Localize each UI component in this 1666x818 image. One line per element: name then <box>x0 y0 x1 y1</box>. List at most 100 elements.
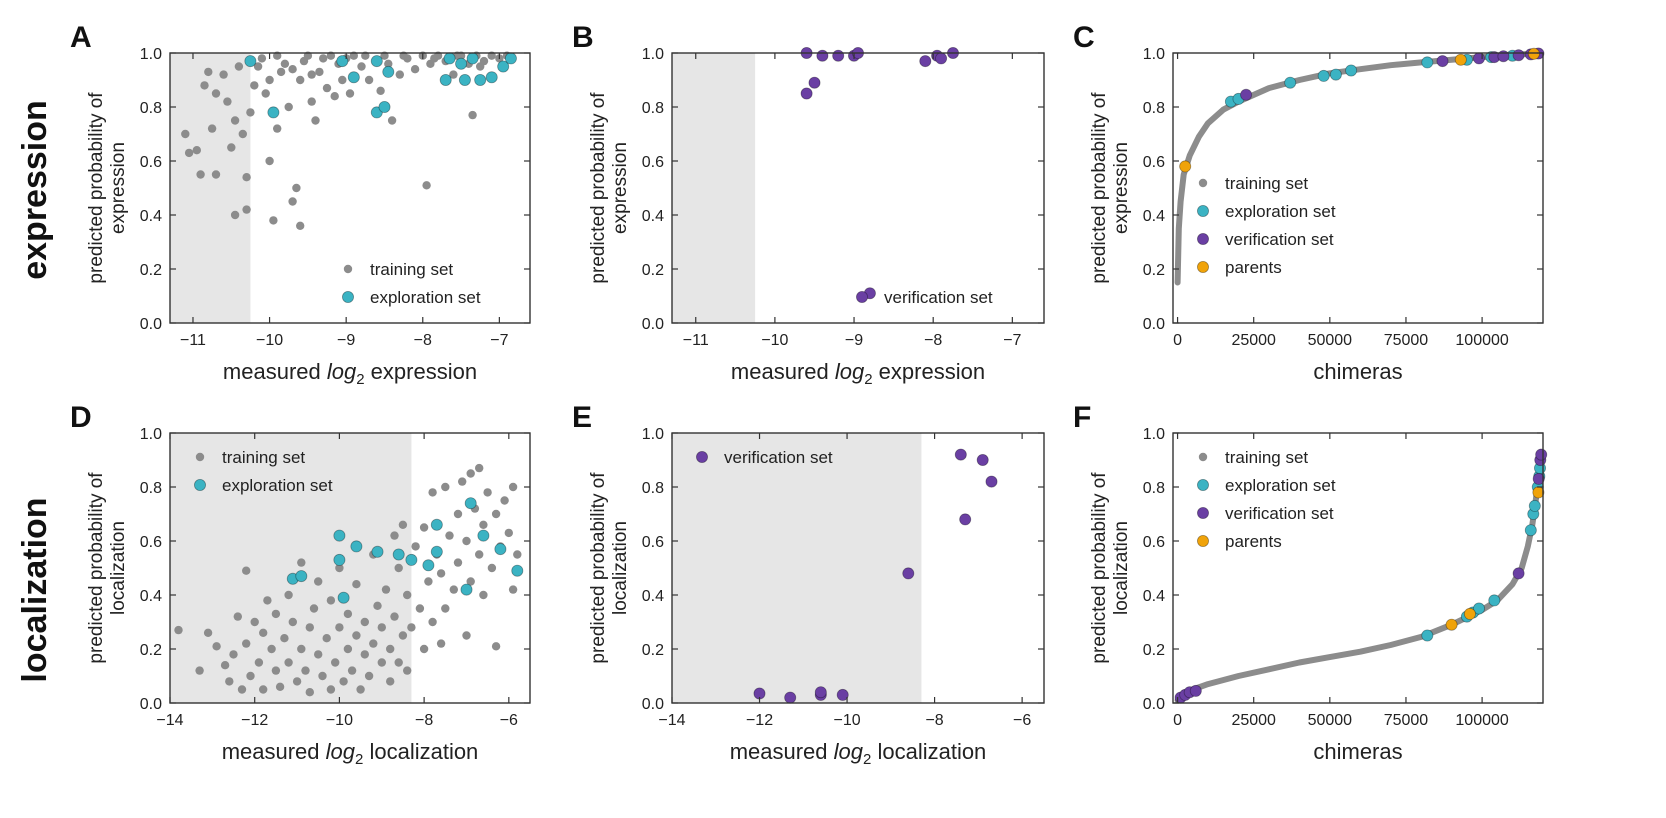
training-set-point <box>227 143 236 152</box>
exploration-set-point <box>350 540 363 553</box>
exploration-set-point <box>370 55 383 68</box>
parents-point <box>1463 607 1476 620</box>
exploration-set-point <box>1284 76 1297 89</box>
legend-label: verification set <box>884 288 993 307</box>
legend-label: exploration set <box>370 288 481 307</box>
verification-set-point <box>816 49 829 62</box>
legend-label: exploration set <box>1225 476 1336 495</box>
training-set-point <box>242 205 251 214</box>
exploration-set-point <box>497 60 510 73</box>
parents-point <box>1445 618 1458 631</box>
exploration-set-point <box>464 497 477 510</box>
y-tick-label: 0.2 <box>642 262 664 279</box>
y-tick-label: 0.8 <box>140 480 162 497</box>
legend-label: parents <box>1225 258 1282 277</box>
legend-marker <box>1197 232 1210 245</box>
x-tick-label: −8 <box>925 712 943 729</box>
y-tick-label: 0.6 <box>1143 154 1165 171</box>
parents-point <box>1527 47 1540 60</box>
x-tick-label: 25000 <box>1231 332 1276 349</box>
x-tick-label: −7 <box>1003 332 1021 349</box>
training-set-point <box>394 658 403 667</box>
legend-marker <box>856 290 869 303</box>
training-set-point <box>395 70 404 79</box>
x-tick-label: −12 <box>241 712 268 729</box>
training-set-point <box>504 528 513 538</box>
training-set-point <box>373 601 382 610</box>
legend-label: verification set <box>1225 230 1334 249</box>
exploration-set-point <box>244 55 257 68</box>
training-set-point <box>445 531 454 540</box>
training-set-point <box>386 677 395 686</box>
axes-frame <box>1172 52 1544 324</box>
x-tick-label: 100000 <box>1455 712 1508 729</box>
exploration-set-point <box>371 545 384 558</box>
x-axis-label: measured log2 expression <box>731 359 985 388</box>
training-set-point <box>343 609 353 619</box>
y-tick-label: 0.0 <box>1143 696 1165 713</box>
legend-label: exploration set <box>1225 202 1336 221</box>
training-set-point <box>265 75 274 85</box>
y-tick-label: 0.6 <box>642 534 664 551</box>
training-set-point <box>238 129 247 139</box>
panel-b: B −11 −10 −9 −8 −7 0.0 0.2 0.4 0.6 0.8 1.0 measured … <box>572 21 1045 388</box>
training-set-point <box>419 644 429 654</box>
x-axis-label: measured log2 localization <box>730 739 987 768</box>
x-axis-label-part: 2 <box>356 371 364 388</box>
verification-set-point <box>1535 448 1548 461</box>
x-tick-label: −14 <box>156 712 183 729</box>
training-set-point <box>343 644 353 654</box>
training-set-point <box>280 634 289 643</box>
panel-letter: C <box>1073 21 1095 54</box>
x-tick-label: −6 <box>1013 712 1031 729</box>
training-set-point <box>284 590 293 600</box>
x-tick-label: −8 <box>414 332 432 349</box>
training-set-point <box>261 89 270 98</box>
x-tick-label: −10 <box>256 332 283 349</box>
training-set-point <box>288 197 297 206</box>
y-tick-label: 0.6 <box>140 154 162 171</box>
training-set-point <box>267 644 276 654</box>
training-set-point <box>364 75 374 85</box>
training-set-point <box>419 523 429 532</box>
training-set-point <box>403 666 412 675</box>
training-set-point <box>296 75 305 85</box>
training-set-point <box>360 617 369 627</box>
verification-set-point <box>808 76 821 89</box>
exploration-set-point <box>337 591 350 604</box>
training-set-point <box>360 650 369 659</box>
parents-point <box>1454 53 1467 66</box>
training-set-point <box>487 563 497 573</box>
training-set-point <box>233 612 242 621</box>
legend-marker <box>1197 478 1210 491</box>
axes-frame <box>671 52 1045 324</box>
legend-label: verification set <box>724 448 833 467</box>
training-set-point <box>458 477 467 486</box>
training-set-point <box>335 563 344 573</box>
x-axis-label: measured log2 localization <box>222 739 479 768</box>
training-set-point <box>453 509 463 519</box>
verification-set-point <box>1473 52 1486 65</box>
x-axis-label-part: log <box>834 739 864 764</box>
y-axis-label: predicted probability of <box>86 92 107 284</box>
legend-marker <box>193 478 206 491</box>
exploration-set-point <box>1488 594 1501 607</box>
verification-set-point <box>959 513 972 526</box>
verification-set-point <box>919 55 932 68</box>
exploration-set-point <box>511 564 524 577</box>
exploration-set-point <box>405 553 418 566</box>
y-tick-label: 1.0 <box>140 426 162 443</box>
verification-set-point <box>1436 55 1449 68</box>
training-set-point <box>466 577 475 586</box>
training-set-point <box>424 577 433 586</box>
x-tick-label: 50000 <box>1308 332 1353 349</box>
training-set-point <box>322 83 332 93</box>
y-tick-label: 0.8 <box>642 100 664 117</box>
training-set-point <box>269 216 278 225</box>
exploration-set-point <box>1473 602 1486 615</box>
training-set-point <box>407 623 416 632</box>
x-tick-label: 50000 <box>1308 712 1353 729</box>
y-tick-label: 0.0 <box>642 316 664 333</box>
x-tick-label: −10 <box>326 712 353 729</box>
training-set-point <box>462 631 471 640</box>
